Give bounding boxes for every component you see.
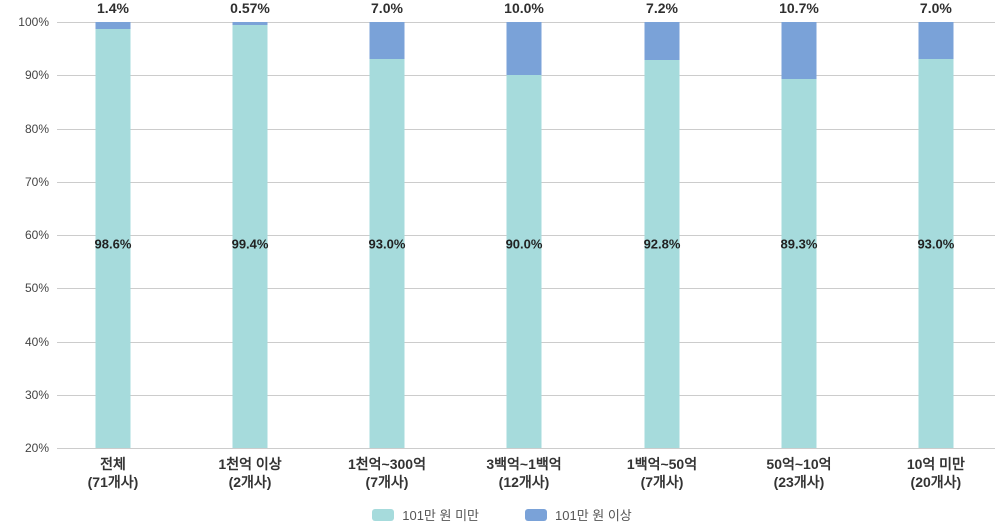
x-axis-category-label: 전체 (71개사) (88, 455, 139, 491)
bar-inside-value-label: 93.0% (917, 236, 955, 252)
bar-segment-under-101 (232, 25, 268, 448)
legend-label: 101만 원 이상 (555, 508, 632, 523)
bar-column: 0.57% 99.4% 1천억 이상 (2개사) (218, 0, 281, 490)
y-axis-tick-label: 60% (24, 228, 49, 242)
bar-inside-value-label: 93.0% (368, 236, 406, 252)
bar-segment-under-101 (781, 78, 817, 448)
y-axis-tick-label: 50% (24, 281, 49, 296)
category-company-count: (7개사) (640, 474, 684, 491)
x-axis-category-label: 3백억~1백억 (12개사) (486, 455, 561, 491)
bar-column: 7.2% 92.8% 1백억~50억 (7개사) (627, 0, 697, 490)
bar-segment-under-101 (369, 59, 405, 448)
category-company-count: (20개사) (910, 474, 962, 491)
bar-segment-over-101 (369, 22, 405, 60)
category-name: 1천억 이상 (218, 456, 282, 472)
bar-column: 10.7% 89.3% 50억~10억 (23개사) (766, 0, 831, 490)
gridline (57, 448, 995, 449)
plot-area: 100% 90% 80% 70% 60% 50% 40% 30% 20% 1.4% 98.6% 전체 (… (18, 0, 995, 490)
bar-column: 10.0% 90.0% 3백억~1백억 (12개사) (486, 0, 561, 490)
legend-swatch-icon (525, 508, 547, 521)
category-name: 1백억~50억 (626, 456, 698, 472)
bar-segment-under-101 (95, 29, 131, 448)
category-company-count: (2개사) (228, 474, 272, 491)
y-axis-tick-label: 90% (24, 68, 49, 83)
bar-inside-value-label: 99.4% (231, 236, 269, 252)
bar-segment-under-101 (644, 60, 680, 448)
x-axis-category-label: 1백억~50억 (7개사) (627, 455, 697, 491)
legend-swatch-icon (372, 508, 395, 521)
category-company-count: (71개사) (87, 474, 139, 491)
y-axis-tick-label: 20% (24, 441, 49, 455)
bar-segment-over-101 (95, 22, 131, 30)
bar-segment-over-101 (781, 22, 817, 79)
bar-top-value-label: 7.2% (646, 0, 678, 16)
y-axis-tick-label: 70% (24, 174, 49, 189)
bar-inside-value-label: 89.3% (780, 236, 818, 252)
x-axis-category-label: 50억~10억 (23개사) (766, 455, 831, 491)
bar-segment-over-101 (506, 22, 542, 76)
bar-segment-under-101 (506, 75, 542, 448)
bar-inside-value-label: 90.0% (505, 236, 543, 252)
bar-segment-over-101 (232, 22, 268, 26)
legend: 101만 원 미만 101만 원 이상 (0, 505, 1004, 524)
y-axis-tick-label: 80% (24, 121, 49, 136)
category-name: 10억 미만 (906, 456, 965, 472)
category-name: 3백억~1백억 (486, 456, 562, 472)
bar-top-value-label: 10.0% (504, 0, 544, 16)
bar-top-value-label: 7.0% (919, 0, 952, 16)
bar-column: 7.0% 93.0% 1천억~300억 (7개사) (348, 0, 426, 490)
category-name: 1천억~300억 (348, 456, 426, 472)
y-axis-tick-label: 100% (18, 15, 49, 29)
bar-segment-under-101 (918, 59, 954, 448)
legend-item: 101만 원 미만 (372, 505, 479, 524)
category-company-count: (12개사) (498, 474, 550, 491)
bar-top-value-label: 0.57% (230, 0, 270, 16)
x-axis-category-label: 10억 미만 (20개사) (907, 455, 965, 491)
bar-column: 1.4% 98.6% 전체 (71개사) (88, 0, 139, 490)
bar-column: 7.0% 93.0% 10억 미만 (20개사) (907, 0, 965, 490)
bar-segment-over-101 (644, 22, 680, 61)
y-axis-tick-label: 30% (24, 387, 49, 402)
x-axis-category-label: 1천억~300억 (7개사) (348, 455, 426, 491)
category-company-count: (23개사) (773, 474, 825, 491)
bar-top-value-label: 10.7% (779, 0, 819, 16)
bar-top-value-label: 1.4% (97, 0, 129, 16)
legend-label: 101만 원 미만 (402, 508, 479, 523)
bar-top-value-label: 7.0% (371, 0, 403, 16)
bar-inside-value-label: 98.6% (94, 236, 132, 252)
category-company-count: (7개사) (365, 474, 409, 491)
bar-segment-over-101 (918, 22, 954, 60)
y-axis-tick-label: 40% (24, 334, 49, 349)
bar-inside-value-label: 92.8% (643, 236, 681, 252)
category-name: 50억~10억 (766, 456, 832, 472)
x-axis-category-label: 1천억 이상 (2개사) (218, 455, 281, 491)
legend-item: 101만 원 이상 (525, 505, 632, 524)
category-name: 전체 (100, 456, 126, 472)
